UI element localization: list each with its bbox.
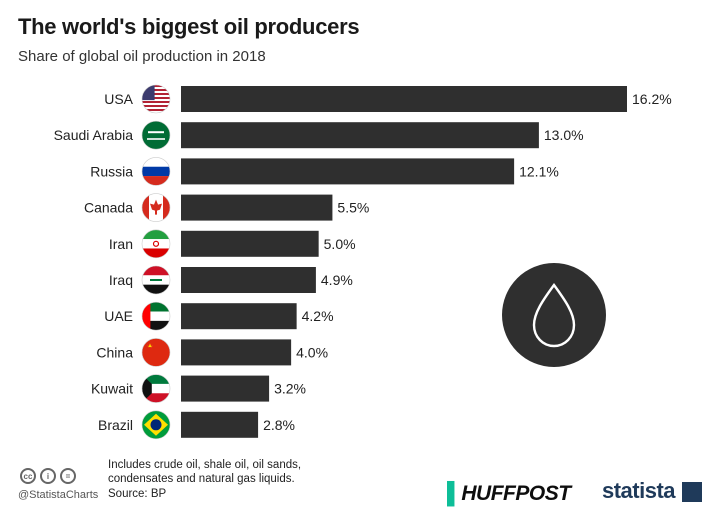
category-label: Russia — [90, 163, 133, 179]
statista-mark-icon — [682, 482, 702, 502]
saudi-arabia-flag-icon — [141, 120, 171, 150]
chart-subtitle: Share of global oil production in 2018 — [18, 48, 266, 65]
no-derivatives-icon: = — [60, 468, 76, 484]
chart-row: Canada 5.5% — [84, 193, 369, 222]
value-label: 4.2% — [302, 308, 334, 324]
attribution-icon: i — [40, 468, 56, 484]
huffpost-logo: ▌HUFFPOST — [447, 482, 571, 505]
oil-drop-decoration — [502, 263, 606, 367]
category-label: Kuwait — [91, 381, 133, 397]
iran-flag-icon — [141, 229, 171, 259]
category-label: Iraq — [109, 272, 133, 288]
bar — [181, 194, 333, 221]
value-label: 3.2% — [274, 381, 306, 397]
category-label: Saudi Arabia — [54, 127, 134, 143]
iraq-flag-icon — [141, 265, 171, 295]
oil-drop-circle — [502, 263, 606, 367]
chart-row: Brazil 2.8% — [98, 410, 295, 440]
bar — [181, 158, 515, 185]
canada-flag-icon — [141, 193, 171, 222]
category-label: Iran — [109, 236, 133, 252]
chart-row: USA 16.2% — [104, 84, 672, 114]
oil-drop-icon — [532, 282, 576, 348]
bar — [181, 230, 319, 257]
value-label: 4.0% — [296, 344, 328, 360]
uae-flag-icon — [141, 301, 171, 331]
huffpost-wordmark: HUFFPOST — [461, 482, 571, 505]
bar — [181, 122, 539, 149]
bar — [181, 86, 627, 112]
category-label: Canada — [84, 200, 133, 216]
china-flag-icon — [141, 338, 171, 367]
category-label: USA — [104, 91, 133, 107]
chart-row: Russia 12.1% — [90, 157, 559, 186]
brazil-flag-icon — [141, 410, 171, 440]
value-label: 4.9% — [321, 272, 353, 288]
chart-row: UAE 4.2% — [104, 301, 334, 331]
license-icons: cc i = — [20, 468, 76, 484]
bar — [181, 411, 259, 438]
bar — [181, 339, 292, 366]
value-label: 16.2% — [632, 91, 672, 107]
cc-icon: cc — [20, 468, 36, 484]
bar-chart: USA 16.2% Saudi Arabia 13.0% Russia 12.1% Cana… — [54, 84, 672, 440]
value-label: 5.0% — [324, 236, 356, 252]
value-label: 2.8% — [263, 417, 295, 433]
bar — [181, 267, 316, 293]
category-label: Brazil — [98, 417, 133, 433]
value-label: 12.1% — [519, 163, 559, 179]
statista-logo: statista — [602, 478, 676, 503]
category-label: China — [96, 344, 133, 360]
chart-row: Kuwait 3.2% — [91, 374, 306, 403]
russia-flag-icon — [141, 157, 171, 186]
value-label: 13.0% — [544, 127, 584, 143]
bar — [181, 375, 270, 402]
bar — [181, 303, 297, 330]
chart-row: Iran 5.0% — [109, 229, 356, 259]
kuwait-flag-icon — [141, 374, 171, 403]
chart-row: Saudi Arabia 13.0% — [54, 120, 584, 150]
value-label: 5.5% — [337, 200, 369, 216]
statista-handle: @StatistaCharts — [18, 489, 99, 501]
chart-title: The world's biggest oil producers — [18, 14, 360, 39]
chart-row: China 4.0% — [96, 338, 328, 367]
chart-row: Iraq 4.9% — [109, 265, 353, 295]
us-flag-icon — [141, 84, 171, 114]
category-label: UAE — [104, 308, 133, 324]
chart-source: Source: BP — [108, 488, 167, 500]
chart-note: Includes crude oil, shale oil, oil sands… — [108, 459, 302, 485]
